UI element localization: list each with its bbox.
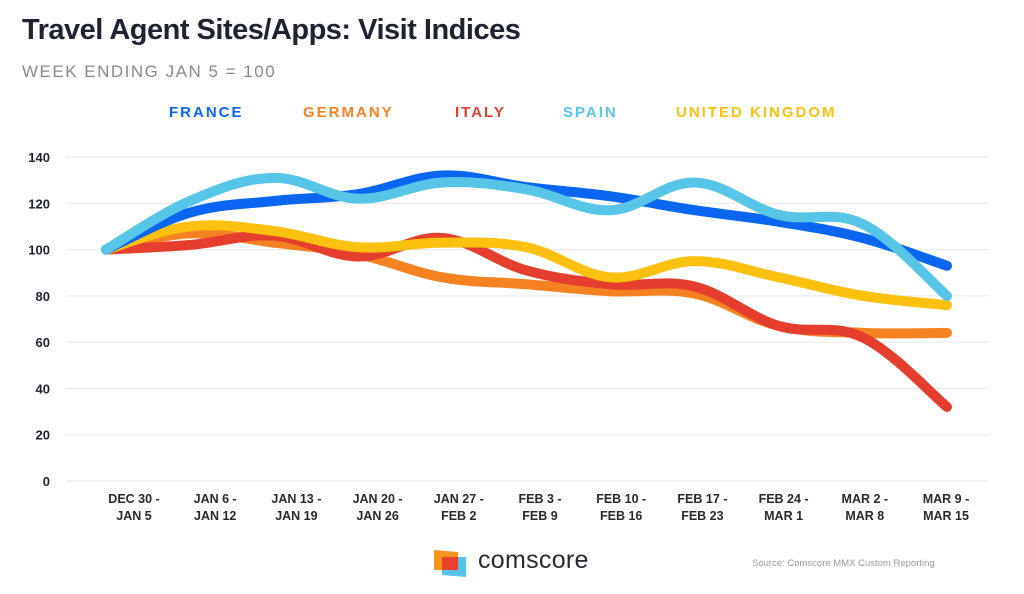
x-tick-line2: MAR 8 (845, 509, 884, 523)
x-tick-line2: JAN 5 (116, 509, 151, 523)
legend-item-spain: SPAIN (563, 104, 618, 121)
legend-item-france: FRANCE (169, 104, 244, 121)
x-tick-line2: MAR 1 (764, 509, 803, 523)
x-tick-line1: FEB 17 - (677, 492, 727, 506)
x-tick-line2: FEB 2 (441, 509, 476, 523)
series-line-spain (101, 172, 952, 301)
comscore-brand: comscore (478, 546, 589, 574)
gridlines (66, 156, 989, 482)
x-tick-line2: FEB 23 (681, 509, 723, 523)
comscore-logo-icon (434, 550, 466, 577)
x-tick-line2: MAR 15 (923, 509, 969, 523)
x-tick-line1: MAR 9 - (923, 492, 970, 506)
x-tick-label: MAR 2 - MAR 8 (842, 492, 889, 523)
x-tick-line2: FEB 9 (522, 509, 557, 523)
x-tick-label: JAN 13 - JAN 19 (271, 492, 321, 523)
x-tick-label: MAR 9 - MAR 15 (923, 492, 970, 523)
y-tick-label: 100 (28, 243, 50, 258)
series-lines (101, 170, 952, 412)
source-note: Source: Comscore MMX Custom Reporting (752, 558, 935, 569)
x-tick-line2: JAN 12 (194, 509, 236, 523)
x-tick-label: JAN 20 - JAN 26 (353, 492, 403, 523)
y-tick-label: 20 (36, 428, 50, 443)
y-tick-label: 60 (36, 335, 50, 350)
x-tick-line1: DEC 30 - (108, 492, 159, 506)
x-tick-line1: FEB 24 - (759, 492, 809, 506)
legend-item-germany: GERMANY (303, 104, 394, 121)
y-tick-label: 80 (36, 289, 50, 304)
x-axis: DEC 30 - JAN 5 JAN 6 - JAN 12 JAN 13 - JAN 19… (108, 492, 969, 523)
x-tick-line1: FEB 10 - (596, 492, 646, 506)
x-tick-label: JAN 6 - JAN 12 (194, 492, 237, 523)
legend-item-united-kingdom: UNITED KINGDOM (676, 104, 837, 121)
y-tick-label: 0 (43, 474, 50, 489)
legend-item-italy: ITALY (455, 104, 506, 121)
x-tick-line2: JAN 19 (275, 509, 317, 523)
legend: FRANCE GERMANY ITALY SPAIN UNITED KINGDO… (0, 104, 1024, 126)
x-tick-label: FEB 10 - FEB 16 (596, 492, 646, 523)
chart-title: Travel Agent Sites/Apps: Visit Indices (22, 14, 521, 46)
x-tick-label: FEB 3 - FEB 9 (518, 492, 561, 523)
x-tick-line1: JAN 27 - (434, 492, 484, 506)
x-tick-label: DEC 30 - JAN 5 (108, 492, 159, 523)
series-line-italy (101, 230, 952, 412)
x-tick-label: JAN 27 - FEB 2 (434, 492, 484, 523)
x-tick-label: FEB 24 - MAR 1 (759, 492, 809, 523)
x-tick-line2: FEB 16 (600, 509, 642, 523)
chart-subtitle: WEEK ENDING JAN 5 = 100 (22, 62, 277, 81)
y-tick-label: 140 (28, 150, 50, 165)
x-tick-line1: FEB 3 - (518, 492, 561, 506)
x-tick-line1: JAN 6 - (194, 492, 237, 506)
x-tick-line1: MAR 2 - (842, 492, 889, 506)
x-tick-line1: JAN 20 - (353, 492, 403, 506)
y-axis: 0 20 40 60 80 100 120 140 (28, 150, 50, 489)
series-line-united-kingdom (101, 220, 952, 311)
x-tick-line1: JAN 13 - (271, 492, 321, 506)
x-tick-label: FEB 17 - FEB 23 (677, 492, 727, 523)
y-tick-label: 120 (28, 196, 50, 211)
x-tick-line2: JAN 26 (356, 509, 398, 523)
y-tick-label: 40 (36, 381, 50, 396)
